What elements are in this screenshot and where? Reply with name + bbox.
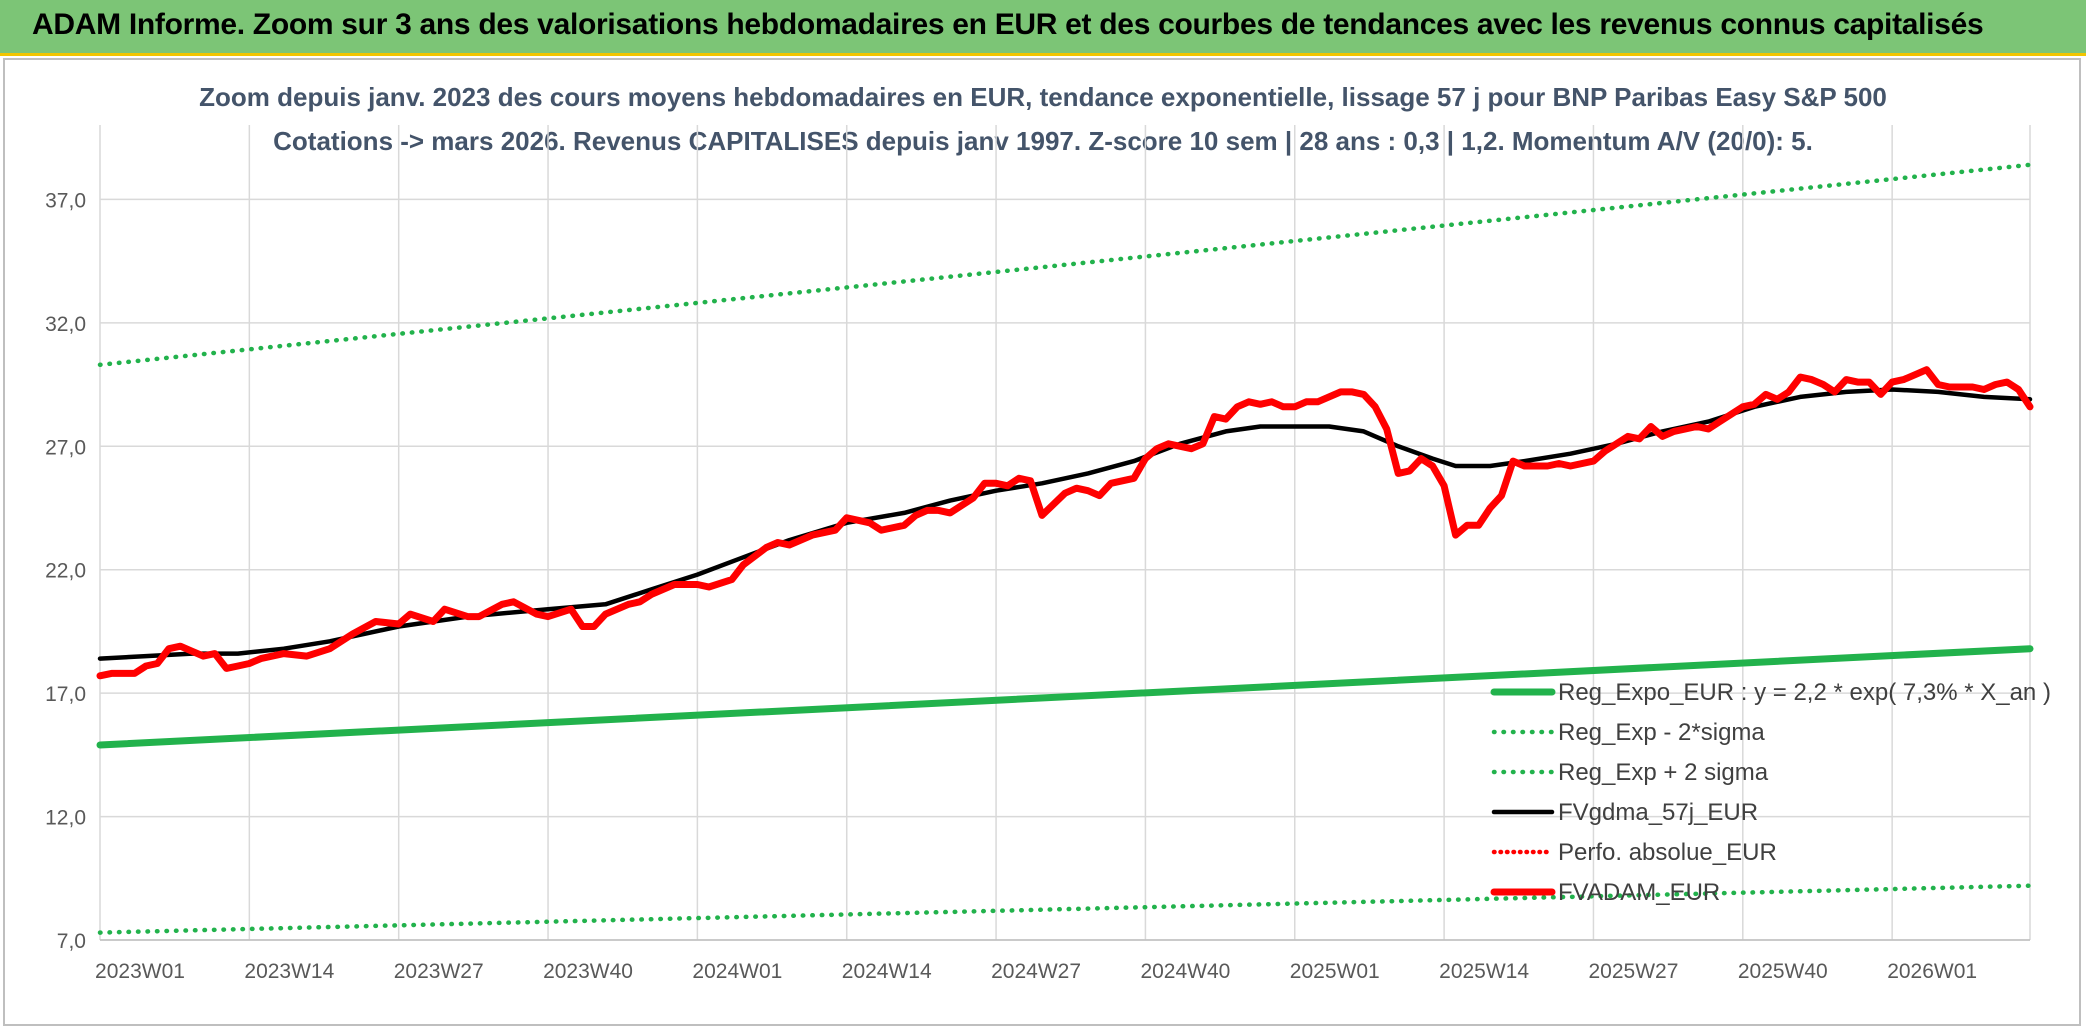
legend-item: Perfo. absolue_EUR [1490,835,2030,875]
legend-item: FVADAM_EUR [1490,875,2030,915]
legend-label: Perfo. absolue_EUR [1558,839,1777,866]
legend-item: Reg_Expo_EUR : y = 2,2 * exp( 7,3% * X_a… [1490,675,2051,715]
x-tick-label: 2025W27 [1588,960,1678,983]
x-tick-label: 2024W40 [1140,960,1230,983]
x-tick-label: 2023W01 [95,960,185,983]
x-tick-label: 2024W27 [991,960,1081,983]
x-tick-label: 2024W14 [842,960,932,983]
legend-label: Reg_Exp - 2*sigma [1558,719,1765,746]
report-title: ADAM Informe. Zoom sur 3 ans des valoris… [32,8,1984,41]
legend-swatch [1491,769,1555,775]
x-tick-label: 2025W40 [1738,960,1828,983]
series-line-1 [97,883,2033,935]
y-tick-label: 27,0 [45,436,86,459]
legend-label: Reg_Exp + 2 sigma [1558,759,1769,786]
y-tick-label: 32,0 [45,313,86,336]
x-tick-label: 2023W40 [543,960,633,983]
y-tick-label: 37,0 [45,189,86,212]
legend-label: FVADAM_EUR [1558,879,1721,906]
legend-swatch [1491,849,1555,855]
legend-item: Reg_Exp + 2 sigma [1490,755,2030,795]
legend-swatch [1490,688,1556,696]
legend-swatch [1490,888,1556,896]
legend-item: FVgdma_57j_EUR [1490,795,2030,835]
series-line-3 [97,387,2033,661]
chart-legend: Reg_Expo_EUR : y = 2,2 * exp( 7,3% * X_a… [1490,675,2051,915]
series-line-0 [96,645,2034,749]
series-line-2 [97,162,2033,368]
y-tick-label: 17,0 [45,683,86,706]
legend-swatch [1491,729,1555,735]
chart-subtitle: Cotations -> mars 2026. Revenus CAPITALI… [273,126,1813,156]
x-tick-label: 2025W14 [1439,960,1529,983]
legend-item: Reg_Exp - 2*sigma [1490,715,2030,755]
y-tick-label: 12,0 [45,807,86,830]
x-tick-label: 2025W01 [1290,960,1380,983]
series-line-5 [96,366,2034,680]
legend-swatch [1491,809,1555,815]
chart-frame [3,58,2081,1026]
report-banner: ADAM Informe. Zoom sur 3 ans des valoris… [0,0,2086,56]
x-tick-label: 2023W27 [394,960,484,983]
chart-title: Zoom depuis janv. 2023 des cours moyens … [199,82,1887,112]
y-tick-label: 7,0 [57,930,86,953]
x-tick-label: 2023W14 [244,960,334,983]
x-tick-label: 2024W01 [692,960,782,983]
x-tick-label: 2026W01 [1887,960,1977,983]
y-tick-label: 22,0 [45,560,86,583]
legend-label: FVgdma_57j_EUR [1558,799,1759,826]
legend-label: Reg_Expo_EUR : y = 2,2 * exp( 7,3% * X_a… [1558,679,2051,706]
